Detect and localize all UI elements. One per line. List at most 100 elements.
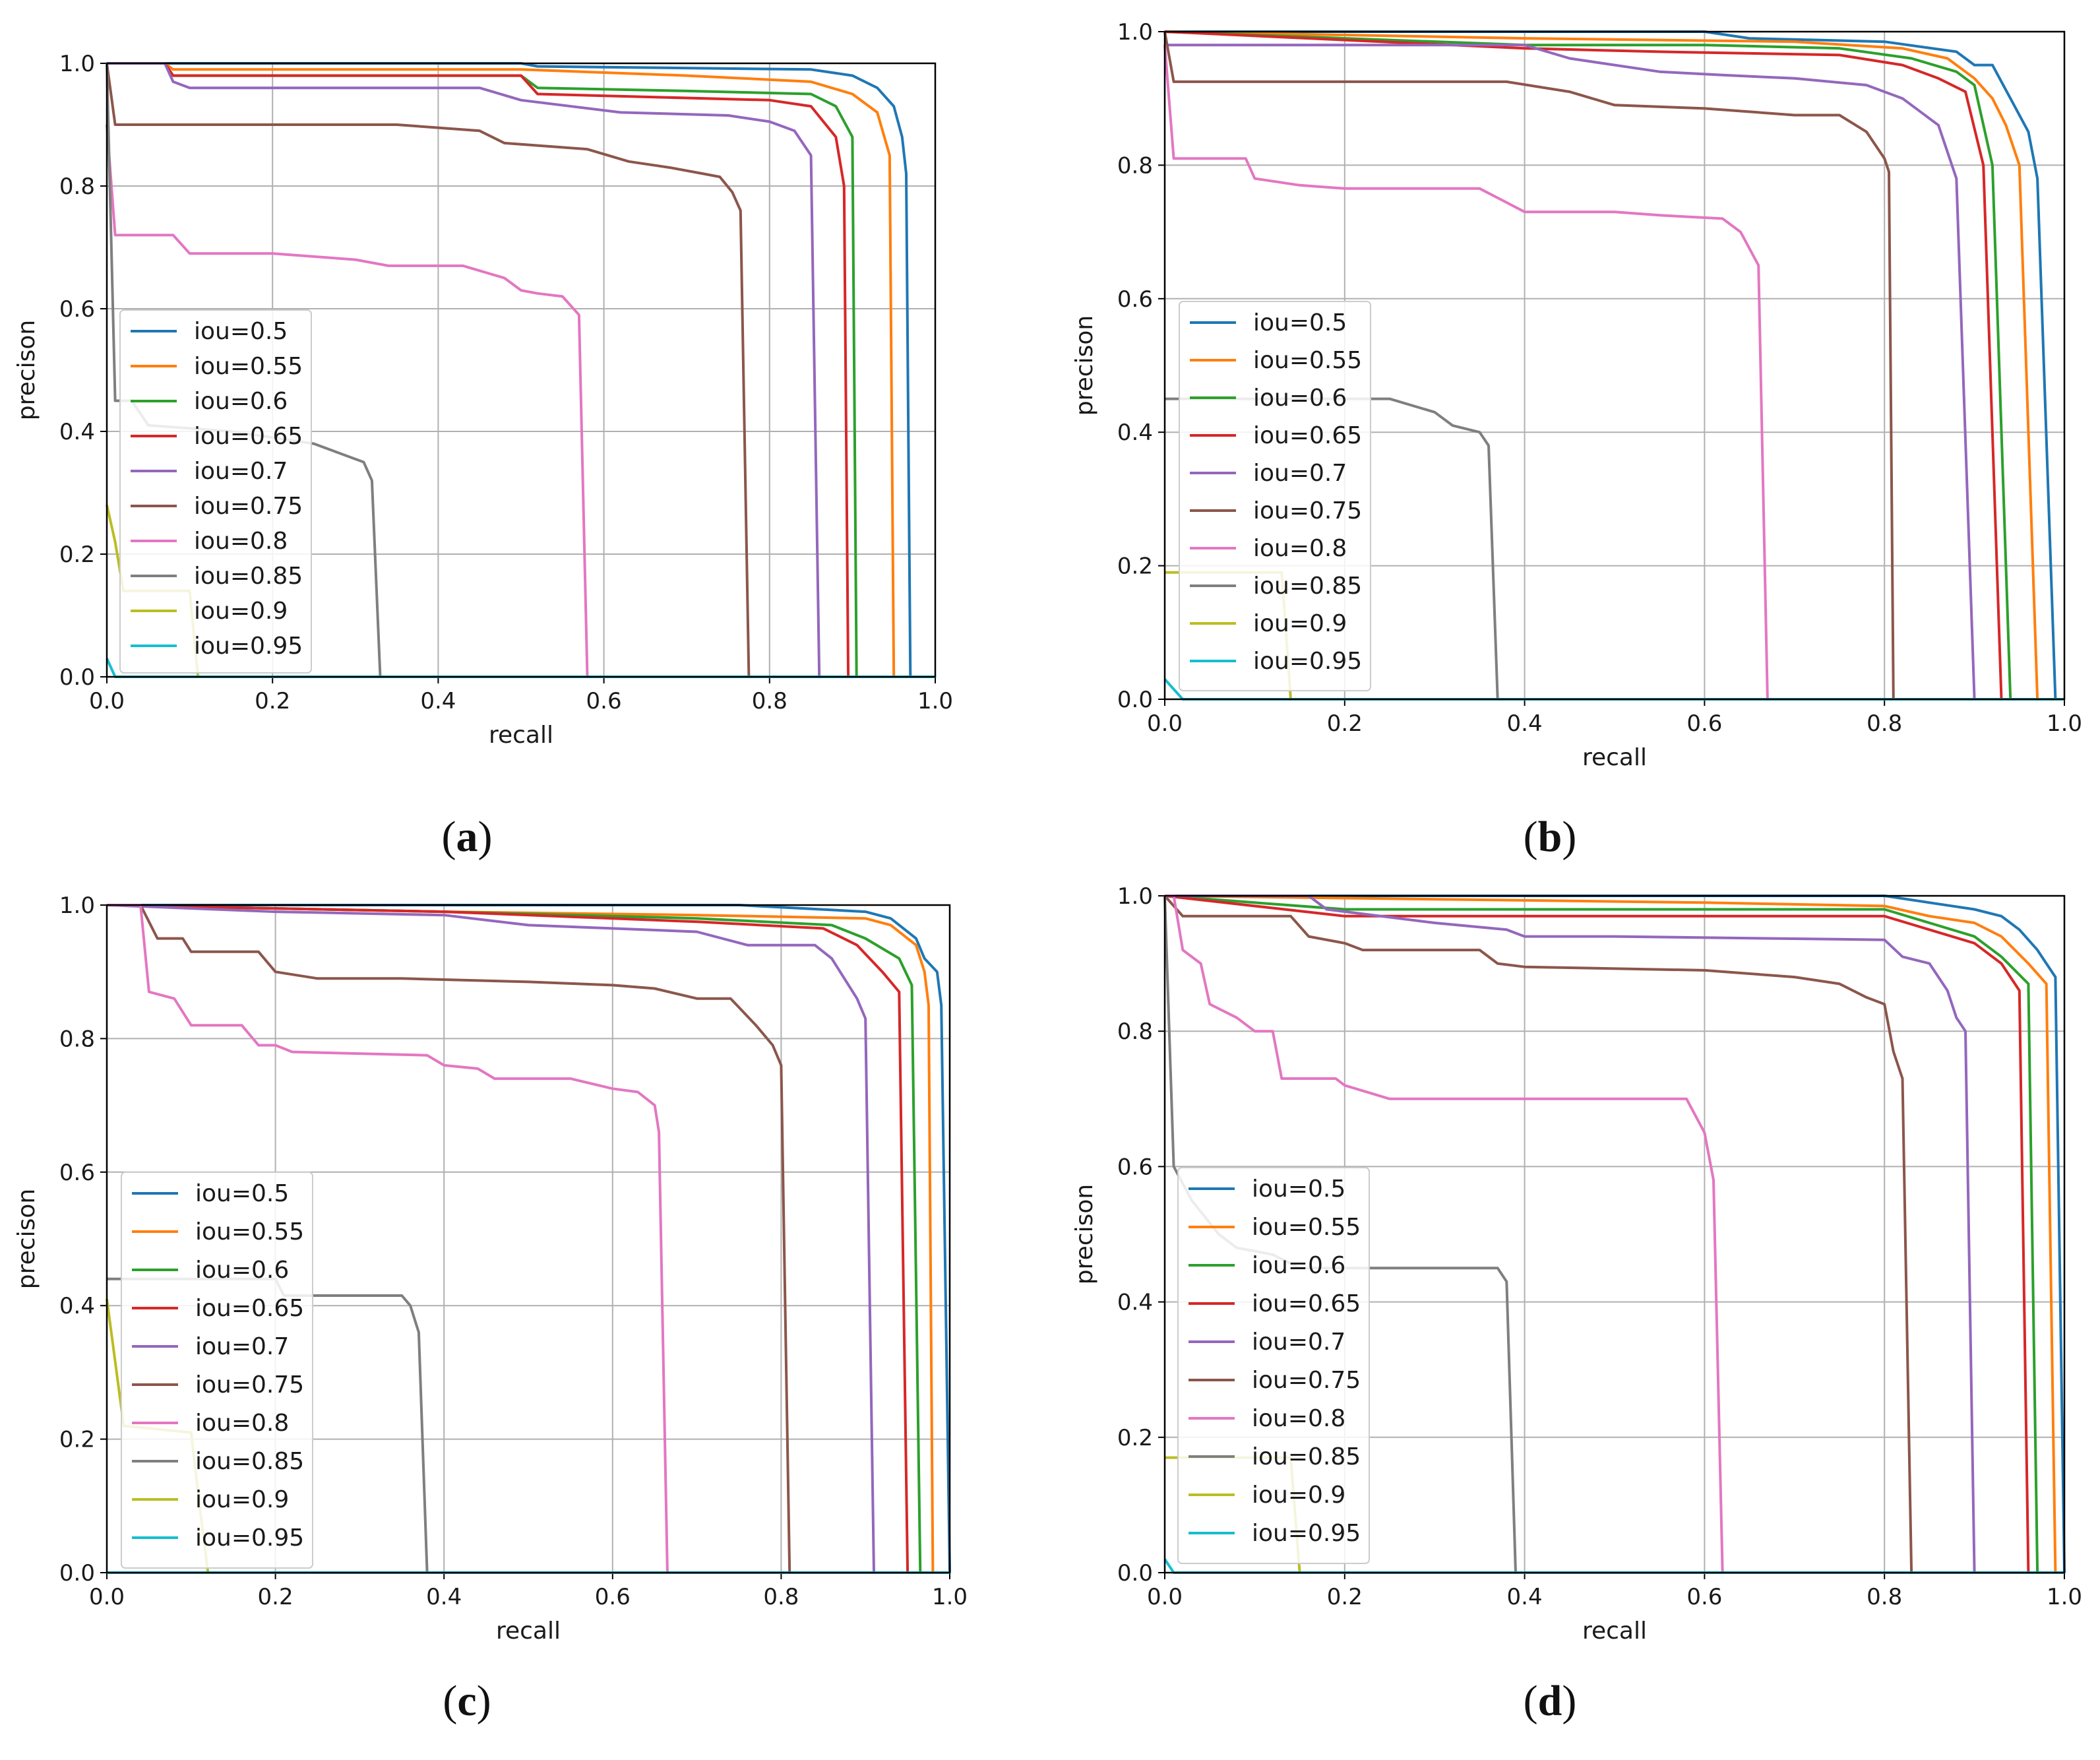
y-tick-label: 0.2 xyxy=(1117,1425,1153,1451)
x-tick-label: 1.0 xyxy=(2047,710,2082,737)
series-line-iou=0.8 xyxy=(1165,895,1724,1573)
legend-label: iou=0.75 xyxy=(194,493,303,520)
caption-open-paren: ( xyxy=(443,1677,457,1725)
series-line-iou=0.65 xyxy=(106,904,910,1573)
legend-label: iou=0.8 xyxy=(195,1410,289,1437)
chart-panel-c: 0.00.0 0.2 0.2 0.4 0.4 0.6 0.6 0.8 0.8 1.0 1.0 reca… xyxy=(13,893,968,1725)
y-tick-label: 1.0 xyxy=(59,51,95,77)
x-tick-label: 0.4 xyxy=(420,688,456,714)
legend-label: iou=0.8 xyxy=(194,528,288,555)
legend-label: iou=0.7 xyxy=(1252,1329,1345,1356)
series-line-iou=0.5 xyxy=(1165,895,2066,1573)
legend-label: iou=0.6 xyxy=(1252,1252,1345,1279)
legend-label: iou=0.8 xyxy=(1252,1405,1345,1432)
x-tick-label: 0.2 xyxy=(255,688,290,714)
y-tick-label: 0.0 xyxy=(1117,1560,1153,1587)
y-tick-label: 0.6 xyxy=(1117,1154,1153,1180)
series-line-iou=0.8 xyxy=(106,124,589,677)
y-tick-label: 0.8 xyxy=(1117,152,1153,179)
y-tick-label: 0.4 xyxy=(59,419,95,445)
y-tick-label: 0.6 xyxy=(59,1160,95,1186)
y-tick-label: 0.2 xyxy=(59,542,95,568)
caption-close-paren: ) xyxy=(1562,1677,1576,1725)
legend-label: iou=0.9 xyxy=(1253,610,1347,637)
caption-letter: c xyxy=(457,1677,476,1725)
legend-label: iou=0.95 xyxy=(195,1524,304,1552)
x-tick-label: 1.0 xyxy=(932,1584,968,1610)
caption-close-paren: ) xyxy=(1562,813,1576,861)
series-line-iou=0.7 xyxy=(106,904,875,1573)
chart-panel-b: 0.00.0 0.2 0.2 0.4 0.4 0.6 0.6 0.8 0.8 1.0 1.0 reca… xyxy=(1071,19,2082,861)
x-tick-label: 0.6 xyxy=(1686,1584,1722,1610)
x-tick-label: 0.8 xyxy=(1867,710,1902,737)
legend-label: iou=0.85 xyxy=(1252,1443,1361,1470)
series-line-iou=0.8 xyxy=(107,904,669,1573)
panel-caption: (b) xyxy=(1524,813,1577,861)
legend-label: iou=0.5 xyxy=(1252,1176,1345,1203)
axes-frame xyxy=(1163,895,2066,1574)
y-tick-label: 0.2 xyxy=(1117,553,1153,580)
legend-label: iou=0.95 xyxy=(1252,1520,1361,1547)
legend-label: iou=0.7 xyxy=(195,1333,289,1360)
y-tick-label: 0.0 xyxy=(59,664,95,691)
legend-label: iou=0.85 xyxy=(195,1448,304,1475)
x-tick-label: 0.6 xyxy=(595,1584,631,1610)
y-tick-label: 0.6 xyxy=(1117,286,1153,313)
y-tick-label: 0.4 xyxy=(1117,420,1153,446)
y-tick-label: 0.2 xyxy=(59,1427,95,1453)
series-line-iou=0.65 xyxy=(1164,30,2003,700)
x-tick-label: 0.4 xyxy=(426,1584,462,1610)
x-tick-label: 0.6 xyxy=(1686,710,1722,737)
x-axis-label: recall xyxy=(1582,744,1647,771)
legend-label: iou=0.9 xyxy=(194,598,288,625)
caption-letter: a xyxy=(456,813,478,861)
panel-caption: (d) xyxy=(1524,1677,1577,1725)
legend-label: iou=0.55 xyxy=(1252,1214,1361,1241)
series-line-iou=0.7 xyxy=(107,62,821,677)
legend-label: iou=0.55 xyxy=(195,1218,304,1245)
x-tick-label: 0.8 xyxy=(752,688,788,714)
x-tick-label: 0.4 xyxy=(1507,1584,1543,1610)
caption-close-paren: ) xyxy=(477,1677,491,1725)
x-axis-label: recall xyxy=(489,722,553,749)
legend-label: iou=0.65 xyxy=(1253,422,1362,449)
caption-letter: d xyxy=(1538,1677,1562,1725)
legend-label: iou=0.65 xyxy=(195,1295,304,1322)
x-tick-label: 0.0 xyxy=(89,1584,125,1610)
series-line-iou=0.55 xyxy=(1164,30,2039,700)
y-tick-label: 0.0 xyxy=(1117,687,1153,713)
x-tick-label: 0.2 xyxy=(1327,1584,1363,1610)
legend-label: iou=0.55 xyxy=(194,353,303,380)
caption-open-paren: ( xyxy=(1524,1677,1538,1725)
y-tick-label: 0.6 xyxy=(59,296,95,323)
series-line-iou=0.55 xyxy=(107,62,896,677)
legend-label: iou=0.5 xyxy=(1253,309,1347,336)
legend-label: iou=0.5 xyxy=(194,318,288,345)
axes-frame xyxy=(1163,30,2066,701)
series-line-iou=0.7 xyxy=(1165,44,1976,700)
y-tick-label: 0.8 xyxy=(59,1026,95,1052)
legend-label: iou=0.55 xyxy=(1253,347,1362,374)
x-tick-label: 0.6 xyxy=(586,688,622,714)
caption-letter: b xyxy=(1538,813,1562,861)
series-line-iou=0.75 xyxy=(1163,895,1913,1573)
y-tick-label: 0.0 xyxy=(59,1560,95,1587)
caption-open-paren: ( xyxy=(442,813,456,861)
chart-panel-a: 0.00.0 0.2 0.2 0.4 0.4 0.6 0.6 0.8 0.8 1.0 1.0 reca… xyxy=(13,51,953,861)
panel-caption: (c) xyxy=(443,1677,491,1725)
y-axis-label: precison xyxy=(13,320,40,420)
x-tick-label: 0.8 xyxy=(1867,1584,1902,1610)
legend-label: iou=0.75 xyxy=(1252,1367,1361,1394)
legend-label: iou=0.5 xyxy=(195,1180,289,1207)
series-line-iou=0.75 xyxy=(107,904,791,1573)
series-line-iou=0.6 xyxy=(1164,30,2012,700)
legend-label: iou=0.6 xyxy=(194,388,288,415)
legend-label: iou=0.9 xyxy=(195,1486,289,1513)
chart-panel-d: 0.00.0 0.2 0.2 0.4 0.4 0.6 0.6 0.8 0.8 1.0 1.0 reca… xyxy=(1071,883,2082,1725)
legend-label: iou=0.95 xyxy=(1253,648,1362,675)
legend-label: iou=0.8 xyxy=(1253,535,1347,562)
x-tick-label: 0.8 xyxy=(763,1584,799,1610)
axes-frame xyxy=(106,904,951,1574)
axes-frame xyxy=(106,62,937,678)
y-axis-label: precison xyxy=(1071,315,1098,416)
